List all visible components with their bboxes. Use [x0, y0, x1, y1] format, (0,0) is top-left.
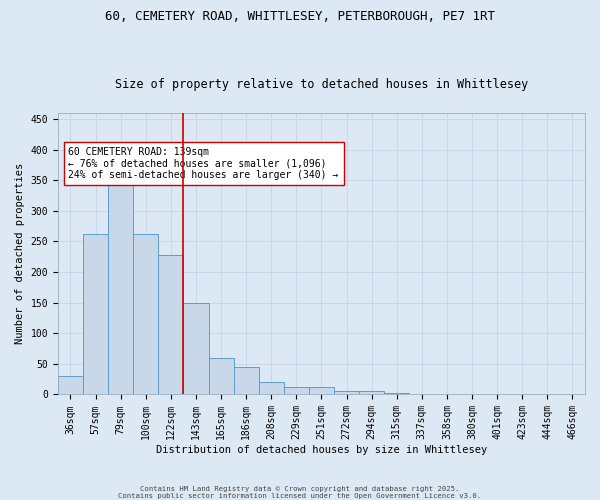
Bar — [284, 387, 309, 394]
Bar — [334, 392, 359, 394]
Y-axis label: Number of detached properties: Number of detached properties — [15, 163, 25, 344]
Bar — [359, 392, 384, 394]
Bar — [83, 234, 108, 394]
Text: 60 CEMETERY ROAD: 139sqm
← 76% of detached houses are smaller (1,096)
24% of sem: 60 CEMETERY ROAD: 139sqm ← 76% of detach… — [68, 147, 338, 180]
Bar — [259, 382, 284, 394]
Text: 60, CEMETERY ROAD, WHITTLESEY, PETERBOROUGH, PE7 1RT: 60, CEMETERY ROAD, WHITTLESEY, PETERBORO… — [105, 10, 495, 23]
Bar — [233, 367, 259, 394]
X-axis label: Distribution of detached houses by size in Whittlesey: Distribution of detached houses by size … — [156, 445, 487, 455]
Bar — [184, 302, 209, 394]
Bar — [108, 168, 133, 394]
Bar — [209, 358, 233, 395]
Bar — [133, 234, 158, 394]
Bar — [384, 393, 409, 394]
Title: Size of property relative to detached houses in Whittlesey: Size of property relative to detached ho… — [115, 78, 528, 91]
Text: Contains HM Land Registry data © Crown copyright and database right 2025.
Contai: Contains HM Land Registry data © Crown c… — [118, 486, 482, 499]
Bar — [58, 376, 83, 394]
Bar — [309, 387, 334, 394]
Bar — [158, 255, 184, 394]
